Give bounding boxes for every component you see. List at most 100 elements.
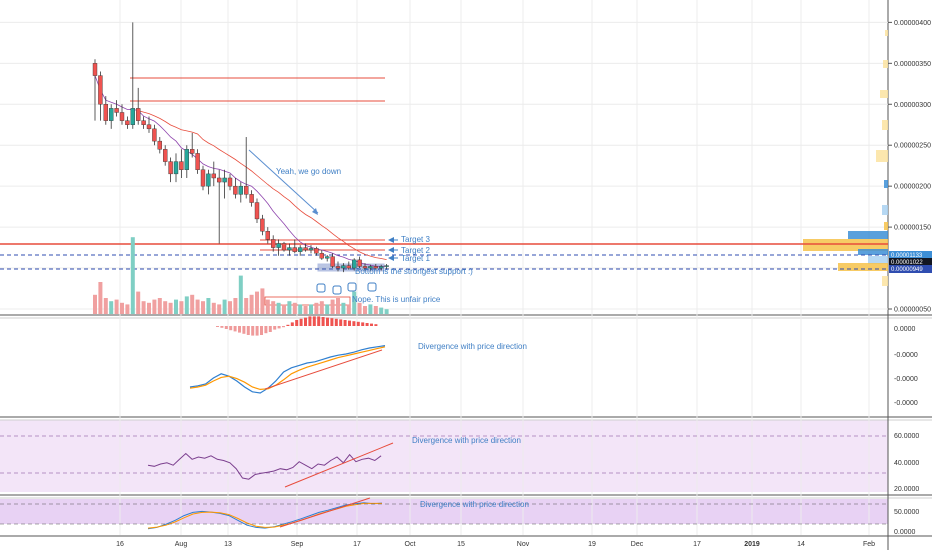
volume-bar xyxy=(319,301,324,314)
volume-bar xyxy=(157,298,162,314)
macd-divergence-line xyxy=(264,349,383,390)
macd-hist-bar xyxy=(233,326,237,332)
candle-body xyxy=(189,149,195,154)
time-tick-label: Nov xyxy=(517,541,530,548)
candle-body xyxy=(352,259,357,269)
candle-body xyxy=(152,128,157,142)
volume-profile-bar xyxy=(838,263,888,271)
macd-hist-bar xyxy=(268,326,272,332)
volume-bar xyxy=(233,298,238,314)
macd-hist-bar xyxy=(334,318,338,326)
signal-line xyxy=(189,346,386,391)
candle-body xyxy=(341,265,346,269)
volume-bar xyxy=(136,291,141,314)
candle-body xyxy=(119,112,125,121)
annotation-bottom: Bottom is the strongest support :) xyxy=(355,267,473,276)
candle-body xyxy=(254,202,260,220)
time-tick-label: 2019 xyxy=(744,541,760,548)
candle-body xyxy=(260,218,265,232)
candle-body xyxy=(130,108,136,125)
macd-hist-bar xyxy=(356,321,360,326)
price-label: 0.00001133 xyxy=(891,253,923,259)
volume-bars xyxy=(93,237,389,314)
candle-body xyxy=(335,266,341,269)
macd-hist-bar xyxy=(374,324,378,326)
candle-body xyxy=(162,149,168,162)
candle-body xyxy=(184,149,190,170)
candle-body xyxy=(249,194,254,203)
time-tick-label: 14 xyxy=(797,541,805,548)
macd-hist-bar xyxy=(365,323,369,326)
macd-hist-bar xyxy=(370,323,373,326)
volume-bar xyxy=(206,298,211,314)
candle-body xyxy=(233,185,238,195)
thumb-up-icon xyxy=(316,283,326,293)
macd-pane: -0.0000 -0.0000 -0.0000 xyxy=(189,345,918,407)
macd-hist-bar xyxy=(326,317,329,326)
volume-profile-bar xyxy=(884,222,888,230)
candle-body xyxy=(211,173,217,179)
volume-profile xyxy=(803,30,888,286)
macd-tick: -0.0000 xyxy=(894,400,918,407)
candle-body xyxy=(92,63,98,76)
volume-bar xyxy=(211,302,216,314)
volume-bar xyxy=(292,302,297,314)
macd-hist-tick: 0.0000 xyxy=(894,326,916,333)
candle-body xyxy=(179,161,184,170)
candle-body xyxy=(168,161,173,175)
macd-hist-bar xyxy=(255,326,259,336)
candle-body xyxy=(135,108,141,121)
volume-profile-bar xyxy=(848,231,888,239)
volume-bar xyxy=(265,299,270,314)
volume-profile-bar xyxy=(885,30,888,36)
volume-bar xyxy=(368,304,373,314)
volume-bar xyxy=(384,309,389,314)
price-axis: 0.00000400 0.00000350 0.00000300 0.00000250… xyxy=(888,20,932,314)
volume-profile-bar xyxy=(880,90,888,98)
time-tick-label: Dec xyxy=(631,541,644,548)
candle-body xyxy=(287,247,292,251)
thumb-icons xyxy=(316,282,377,295)
volume-bar xyxy=(168,302,173,314)
price-tick-label: 0.00000200 xyxy=(894,184,931,191)
price-tick-label: 0.00000300 xyxy=(894,102,931,109)
time-tick-label: Feb xyxy=(863,541,875,548)
rsi-line xyxy=(147,452,382,480)
volume-bar xyxy=(147,302,151,314)
volume-profile-bar xyxy=(868,256,888,264)
macd-hist-bar xyxy=(348,320,351,326)
macd-hist-bar xyxy=(273,326,277,330)
volume-bar xyxy=(260,288,265,314)
volume-bar xyxy=(336,298,340,314)
target-arrows xyxy=(388,237,398,261)
volume-bar xyxy=(244,298,249,314)
stoch-divergence-note: Divergence with price direction xyxy=(420,500,529,509)
price-label-box xyxy=(889,265,932,273)
volume-profile-bar xyxy=(858,249,888,255)
volume-bar xyxy=(379,307,384,314)
rsi-band xyxy=(0,420,888,492)
thumb-up-icon xyxy=(332,285,342,295)
candle-body xyxy=(384,265,389,267)
macd-hist-bar xyxy=(238,326,241,333)
time-tick-label: 17 xyxy=(693,541,701,548)
time-tick-label: 17 xyxy=(353,541,361,548)
volume-bar xyxy=(373,306,378,314)
macd-hist-bar xyxy=(251,326,255,336)
candle-body xyxy=(227,177,233,187)
volume-profile-bar xyxy=(884,180,888,188)
price-candles xyxy=(92,22,389,273)
rsi-tick: 60.0000 xyxy=(894,433,919,440)
volume-bar xyxy=(190,294,195,314)
rsi-tick: 40.0000 xyxy=(894,460,919,467)
price-tick-label: 0.00000400 xyxy=(894,20,931,27)
volume-bar xyxy=(314,302,319,314)
macd-hist-bar xyxy=(361,322,365,326)
volume-bar xyxy=(228,301,232,314)
volume-profile-bar xyxy=(882,276,888,286)
macd-line xyxy=(189,345,386,394)
candle-body xyxy=(216,177,222,183)
price-label-box xyxy=(889,258,932,266)
